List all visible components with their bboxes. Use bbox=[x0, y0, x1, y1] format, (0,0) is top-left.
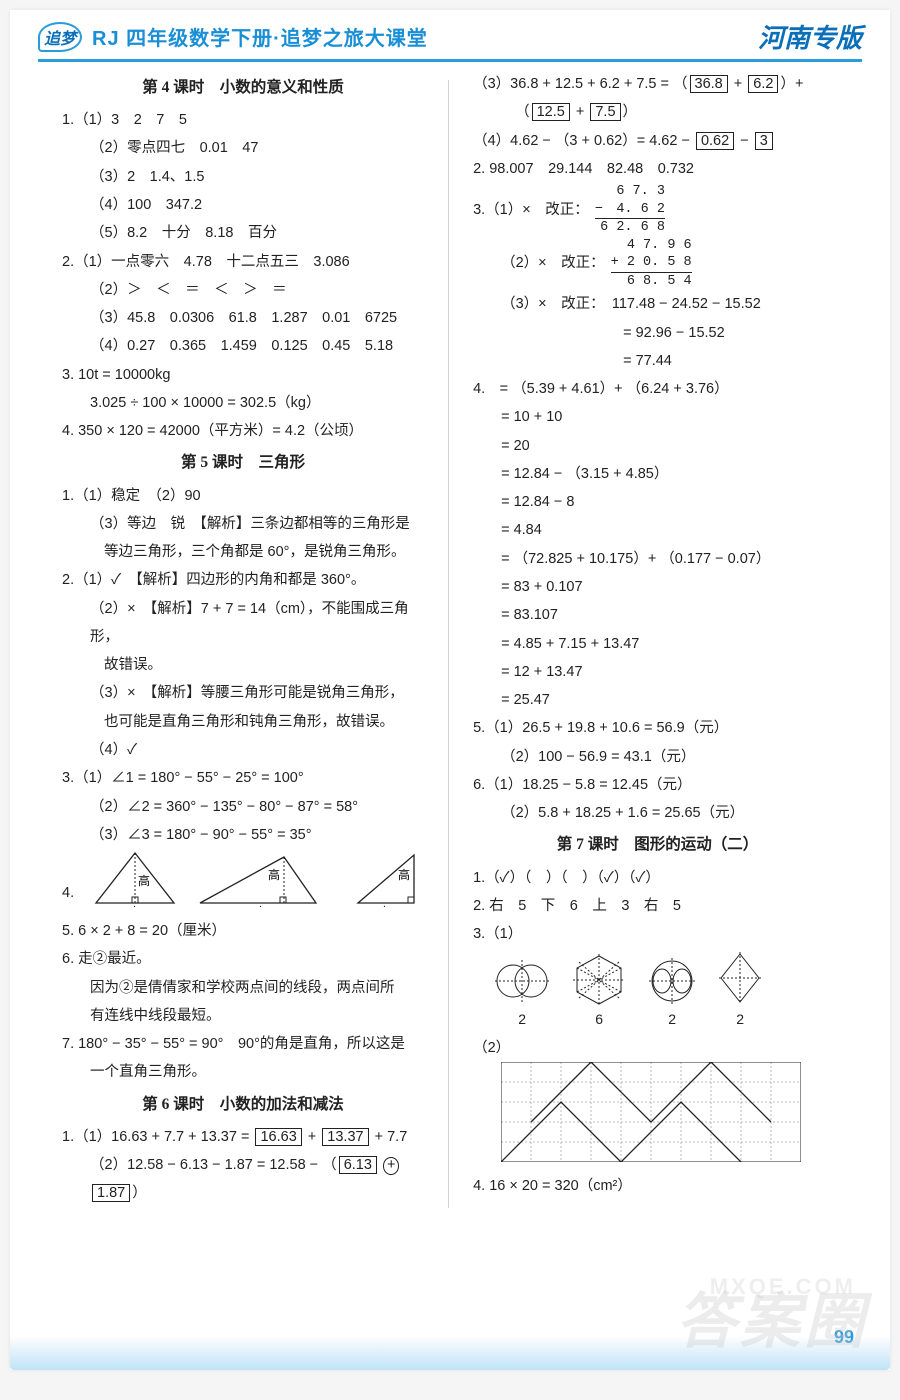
right-column: （3）36.8 + 12.5 + 6.2 + 7.5 = （36.8 + 6.2… bbox=[473, 70, 842, 1208]
answer-line: 4. bbox=[62, 879, 74, 907]
section-5-title: 第 5 课时 三角形 bbox=[62, 448, 424, 478]
answer-line: 也可能是直角三角形和钝角三角形，故错误。 bbox=[62, 708, 424, 736]
answer-line: （3）等边 锐 【解析】三条边都相等的三角形是 bbox=[62, 510, 424, 538]
answer-line: （2）零点四七 0.01 47 bbox=[62, 134, 424, 162]
answer-line: 有连线中线段最短。 bbox=[62, 1002, 424, 1030]
answer-line: （2）100 − 56.9 = 43.1（元） bbox=[473, 743, 842, 771]
answer-line: （3）∠3 = 180° − 90° − 55° = 35° bbox=[62, 821, 424, 849]
answer-line: 1.（1）16.63 + 7.7 + 13.37 = 16.63 + 13.37… bbox=[62, 1123, 424, 1151]
edition-banner: 河南专版 bbox=[758, 18, 862, 55]
answer-line: 2. 98.007 29.144 82.48 0.732 bbox=[473, 155, 842, 183]
answer-line: （2）∠2 = 360° − 135° − 80° − 87° = 58° bbox=[62, 793, 424, 821]
answer-line: （3）2 1.4、1.5 bbox=[62, 163, 424, 191]
grid-figure bbox=[501, 1062, 842, 1172]
section-4-title: 第 4 课时 小数的意义和性质 bbox=[62, 73, 424, 103]
answer-line: = 25.47 bbox=[473, 686, 842, 714]
answer-line: 因为②是倩倩家和学校两点间的线段，两点间所 bbox=[62, 974, 424, 1002]
answer-line: （3）× 【解析】等腰三角形可能是锐角三角形， bbox=[62, 679, 424, 707]
answer-line: （2） bbox=[473, 1034, 842, 1062]
book-title: RJ 四年级数学下册·追梦之旅大课堂 bbox=[92, 22, 428, 51]
answer-line: 5. 6 × 2 + 8 = 20（厘米） bbox=[62, 917, 424, 945]
shape-hexagon: 6 bbox=[571, 952, 627, 1033]
answer-line: = 4.85 + 7.15 + 13.47 bbox=[473, 630, 842, 658]
answer-line: （3）× 改正： 117.48 − 24.52 − 15.52 bbox=[473, 290, 842, 318]
column-divider bbox=[448, 80, 449, 1208]
answer-line: 4. 350 × 120 = 42000（平方米）= 4.2（公顷） bbox=[62, 417, 424, 445]
shape-rhombus: 2 bbox=[717, 950, 763, 1033]
triangle-figures: 4. 高 底 高 底 bbox=[62, 849, 424, 907]
answer-line: 3.（1）∠1 = 180° − 55° − 25° = 100° bbox=[62, 764, 424, 792]
triangle-acute-icon: 高 底 bbox=[92, 849, 178, 907]
answer-line: 等边三角形，三个角都是 60°，是锐角三角形。 bbox=[62, 538, 424, 566]
section-7-title: 第 7 课时 图形的运动（二） bbox=[473, 830, 842, 860]
answer-line: 6.（1）18.25 − 5.8 = 12.45（元） bbox=[473, 771, 842, 799]
symmetry-shapes: 2 6 2 2 bbox=[491, 950, 842, 1033]
answer-line: 1.87） bbox=[62, 1179, 424, 1207]
answer-line: = 4.84 bbox=[473, 516, 842, 544]
answer-line: 6. 走②最近。 bbox=[62, 945, 424, 973]
answer-line: （4）✓ bbox=[62, 736, 424, 764]
answer-line: = 12 + 13.47 bbox=[473, 658, 842, 686]
triangle-right-icon: 高 底 bbox=[354, 849, 424, 907]
section-6-title: 第 6 课时 小数的加法和减法 bbox=[62, 1090, 424, 1120]
answer-line: 故错误。 bbox=[62, 651, 424, 679]
answer-line: = 12.84 − （3.15 + 4.85） bbox=[473, 460, 842, 488]
answer-line: （2）12.58 − 6.13 − 1.87 = 12.58 − （6.13 + bbox=[62, 1151, 424, 1179]
svg-text:高: 高 bbox=[138, 873, 150, 888]
logo-icon: 追梦 bbox=[38, 22, 82, 52]
shape-circle-leaves: 2 bbox=[645, 956, 699, 1033]
svg-text:高: 高 bbox=[398, 867, 410, 882]
answer-line: （4）100 347.2 bbox=[62, 191, 424, 219]
answer-line: （4）0.27 0.365 1.459 0.125 0.45 5.18 bbox=[62, 332, 424, 360]
answer-line: 2. 右 5 下 6 上 3 右 5 bbox=[473, 892, 842, 920]
answer-line: 4. 16 × 20 = 320（cm²） bbox=[473, 1172, 842, 1200]
answer-line: （3）45.8 0.0306 61.8 1.287 0.01 6725 bbox=[62, 304, 424, 332]
answer-line: = 10 + 10 bbox=[473, 403, 842, 431]
header-rule bbox=[38, 59, 862, 62]
answer-line: （2）5.8 + 18.25 + 1.6 = 25.65（元） bbox=[473, 799, 842, 827]
answer-line: （5）8.2 十分 8.18 百分 bbox=[62, 219, 424, 247]
answer-line: = 12.84 − 8 bbox=[473, 488, 842, 516]
triangle-obtuse-icon: 高 底 bbox=[196, 849, 336, 907]
answer-line: 1.（1）稳定 （2）90 bbox=[62, 482, 424, 510]
answer-line: （12.5 + 7.5） bbox=[473, 98, 842, 126]
answer-line: 2.（1）✓ 【解析】四边形的内角和都是 360°。 bbox=[62, 566, 424, 594]
answer-line: = 83 + 0.107 bbox=[473, 573, 842, 601]
svg-text:底: 底 bbox=[254, 904, 266, 907]
answer-line: = 20 bbox=[473, 432, 842, 460]
answer-line: 1.（1）3 2 7 5 bbox=[62, 106, 424, 134]
answer-line: （2）× 【解析】7 + 7 = 14（cm），不能围成三角形， bbox=[62, 595, 424, 652]
answer-line: 4. = （5.39 + 4.61）+ （6.24 + 3.76） bbox=[473, 375, 842, 403]
watermark-small: MXQE.COM bbox=[710, 1274, 856, 1300]
answer-line: 2.（1）一点零六 4.78 十二点五三 3.086 bbox=[62, 248, 424, 276]
footer-wave bbox=[10, 1336, 890, 1370]
answer-line: 一个直角三角形。 bbox=[62, 1058, 424, 1086]
answer-line: （3）36.8 + 12.5 + 6.2 + 7.5 = （36.8 + 6.2… bbox=[473, 70, 842, 98]
answer-line: 7. 180° − 35° − 55° = 90° 90°的角是直角，所以这是 bbox=[62, 1030, 424, 1058]
svg-text:底: 底 bbox=[128, 904, 140, 907]
page-number: 99 bbox=[834, 1327, 854, 1348]
answer-line: 1.（✓）（ ）（ ）（✓）（✓） bbox=[473, 864, 842, 892]
answer-line: 5.（1）26.5 + 19.8 + 10.6 = 56.9（元） bbox=[473, 714, 842, 742]
svg-text:高: 高 bbox=[268, 867, 280, 882]
answer-line: 3.（1） bbox=[473, 920, 842, 948]
header: 追梦 RJ 四年级数学下册·追梦之旅大课堂 河南专版 bbox=[10, 10, 890, 59]
answer-line: = （72.825 + 10.175）+ （0.177 − 0.07） bbox=[473, 545, 842, 573]
answer-line: （2）＞ ＜ ＝ ＜ ＞ ＝ bbox=[62, 276, 424, 304]
left-column: 第 4 课时 小数的意义和性质 1.（1）3 2 7 5 （2）零点四七 0.0… bbox=[62, 70, 424, 1208]
answer-line: 3.025 ÷ 100 × 10000 = 302.5（kg） bbox=[62, 389, 424, 417]
answer-line: = 77.44 bbox=[473, 347, 842, 375]
answer-line: = 92.96 − 15.52 bbox=[473, 319, 842, 347]
answer-line: （4）4.62 − （3 + 0.62）= 4.62 − 0.62 − 3 bbox=[473, 127, 842, 155]
vertical-calc: （2）× 改正： 4 7. 9 6 + 2 0. 5 8 6 8. 5 4 bbox=[473, 237, 842, 291]
content-columns: 第 4 课时 小数的意义和性质 1.（1）3 2 7 5 （2）零点四七 0.0… bbox=[10, 70, 890, 1208]
svg-text:底: 底 bbox=[378, 904, 390, 907]
vertical-calc: 3.（1）× 改正： 6 7. 3 − 4. 6 2 6 2. 6 8 bbox=[473, 183, 842, 237]
circle-plus-icon: + bbox=[383, 1157, 399, 1175]
answer-line: = 83.107 bbox=[473, 601, 842, 629]
shape-two-circles: 2 bbox=[491, 956, 553, 1033]
answer-line: 3. 10t = 10000kg bbox=[62, 361, 424, 389]
page: 追梦 RJ 四年级数学下册·追梦之旅大课堂 河南专版 第 4 课时 小数的意义和… bbox=[10, 10, 890, 1370]
